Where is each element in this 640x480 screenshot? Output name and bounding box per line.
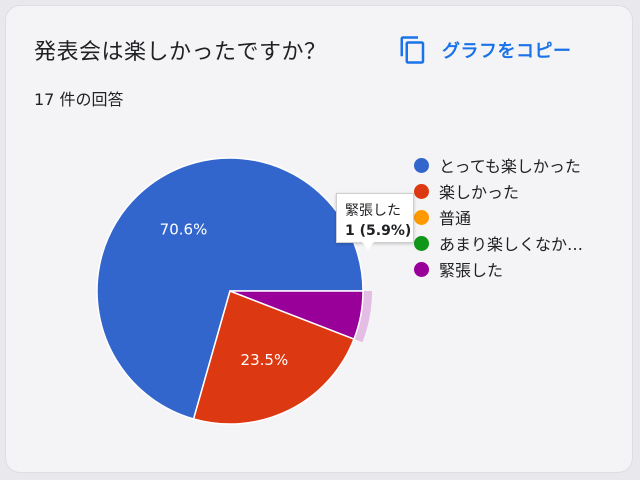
pie-slice[interactable]	[229, 290, 364, 341]
question-title: 発表会は楽しかったですか？	[34, 40, 327, 65]
legend-item[interactable]: 普通	[414, 204, 583, 230]
legend-swatch	[414, 209, 429, 225]
tooltip-value: 1 (5.9%)	[345, 223, 412, 239]
legend-swatch	[414, 261, 429, 277]
copy-icon	[400, 36, 425, 64]
legend-label: とっても楽しかった	[439, 157, 581, 176]
legend-item[interactable]: とっても楽しかった	[414, 152, 583, 178]
copy-chart-button[interactable]: グラフをコピー	[398, 30, 598, 70]
legend-label: 緊張した	[439, 261, 504, 280]
legend-label: あまり楽しくなか…	[439, 235, 584, 254]
tooltip-pointer	[362, 242, 374, 250]
tooltip-label: 緊張した	[345, 203, 401, 219]
legend-item[interactable]: 楽しかった	[414, 178, 583, 204]
legend-swatch	[414, 235, 429, 251]
slice-label: 70.6%	[160, 220, 208, 238]
response-count: 17 件の回答	[34, 90, 124, 109]
chart-legend: とっても楽しかった 楽しかった普通あまり楽しくなか… 緊張した	[414, 152, 583, 282]
legend-label: 楽しかった	[439, 183, 520, 202]
slice-tooltip: 緊張した 1 (5.9%)	[336, 193, 414, 243]
legend-item[interactable]: あまり楽しくなか…	[414, 230, 583, 256]
legend-swatch	[414, 183, 429, 199]
slice-label: 23.5%	[241, 351, 289, 369]
copy-chart-label: グラフをコピー	[442, 41, 572, 62]
legend-label: 普通	[439, 209, 472, 228]
slice-highlight-ring	[354, 291, 372, 343]
legend-item[interactable]: 緊張した	[414, 256, 583, 282]
legend-swatch	[414, 157, 429, 173]
